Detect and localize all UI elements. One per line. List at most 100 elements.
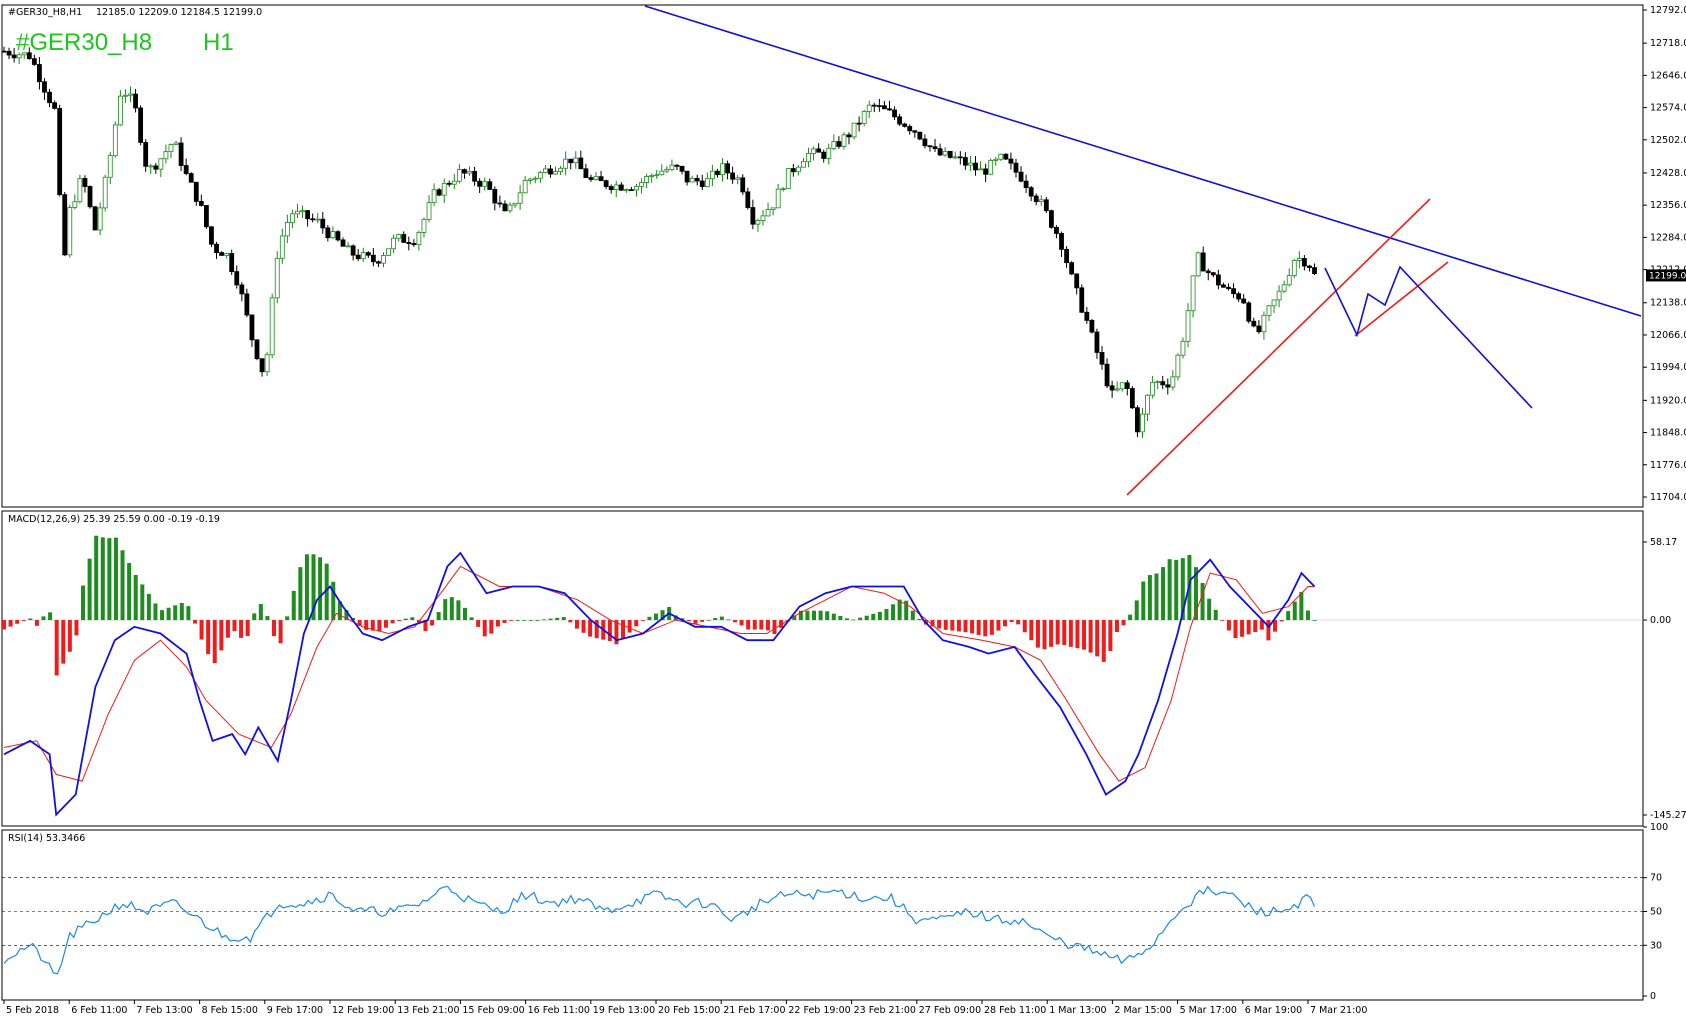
- macd-histogram-bar: [28, 618, 33, 621]
- candle: [775, 183, 781, 209]
- macd-histogram-bar: [1279, 620, 1284, 622]
- candle: [785, 168, 791, 190]
- candle: [922, 134, 928, 149]
- candle: [148, 163, 154, 174]
- macd-histogram-bar: [581, 620, 586, 633]
- x-axis-label: 2 Mar 15:00: [1114, 1005, 1171, 1016]
- candle: [866, 100, 872, 119]
- current-price-value: 12199.0: [1649, 271, 1686, 281]
- candle: [694, 174, 700, 186]
- macd-histogram-bar: [1141, 581, 1146, 621]
- macd-histogram-bar: [910, 610, 915, 621]
- candle: [330, 226, 336, 239]
- candle: [62, 192, 68, 257]
- candle: [335, 230, 341, 242]
- macd-histogram-bar: [186, 606, 191, 621]
- candle: [725, 160, 730, 180]
- candle: [57, 104, 63, 197]
- candle: [962, 152, 968, 170]
- x-axis-label: 21 Feb 17:00: [723, 1005, 785, 1016]
- macd-panel[interactable]: [1, 510, 1644, 827]
- macd-histogram-bar: [1233, 620, 1238, 638]
- price-axis-tick: 12356.0: [1650, 200, 1686, 211]
- candle: [998, 153, 1004, 161]
- price-axis-tick: 12574.0: [1650, 103, 1686, 114]
- candle: [467, 166, 472, 176]
- macd-histogram-bar: [377, 620, 382, 632]
- macd-histogram-bar: [173, 605, 178, 621]
- candle: [82, 175, 88, 193]
- macd-histogram-bar: [963, 620, 968, 633]
- candle: [1160, 375, 1166, 390]
- x-axis-label: 7 Feb 13:00: [136, 1005, 192, 1016]
- candle: [168, 143, 174, 159]
- candle: [876, 98, 882, 112]
- candle: [1064, 246, 1069, 268]
- macd-histogram-bar: [726, 619, 731, 621]
- macd-histogram-bar: [1161, 567, 1166, 621]
- candle: [1043, 196, 1049, 214]
- macd-histogram-bar: [1035, 620, 1040, 648]
- candle: [892, 106, 897, 120]
- macd-histogram-bar: [179, 602, 184, 621]
- macd-histogram-bar: [245, 620, 250, 637]
- candle: [173, 140, 179, 145]
- price-panel[interactable]: [1, 4, 1644, 508]
- rsi-panel[interactable]: [1, 829, 1644, 1001]
- candle: [583, 163, 589, 179]
- candle: [568, 158, 574, 170]
- macd-histogram-bar: [1292, 601, 1297, 621]
- macd-histogram-bar: [700, 620, 705, 622]
- candle: [254, 339, 260, 361]
- macd-histogram-bar: [1286, 611, 1291, 621]
- candle: [310, 213, 316, 223]
- macd-histogram-bar: [1029, 620, 1034, 641]
- candle: [957, 151, 963, 165]
- candle: [1190, 275, 1196, 318]
- macd-histogram-bar: [113, 537, 118, 621]
- macd-histogram-bar: [278, 620, 283, 644]
- rsi-axis-tick: 50: [1650, 907, 1662, 918]
- candle: [26, 47, 32, 60]
- macd-histogram-bar: [1147, 575, 1152, 621]
- candle: [1185, 303, 1191, 348]
- candle: [1013, 158, 1019, 178]
- candle: [1286, 268, 1292, 287]
- candle: [760, 210, 766, 226]
- candle: [517, 184, 523, 210]
- candle: [249, 314, 255, 347]
- macd-histogram-bar: [831, 613, 836, 621]
- candle: [462, 168, 467, 179]
- price-axis-tick: 11994.0: [1650, 362, 1686, 373]
- candle: [1231, 283, 1236, 299]
- x-axis-label: 15 Feb 09:00: [462, 1005, 524, 1016]
- candle: [401, 231, 407, 243]
- candle: [502, 200, 508, 212]
- macd-histogram-bar: [456, 600, 461, 621]
- macd-histogram-bar: [443, 599, 448, 621]
- macd-histogram-bar: [1022, 620, 1027, 633]
- rsi-label: RSI(14) 53.3466: [8, 833, 85, 844]
- candle: [492, 186, 498, 211]
- macd-histogram-bar: [588, 620, 593, 637]
- macd-histogram-bar: [996, 620, 1001, 631]
- macd-histogram-bar: [318, 557, 323, 621]
- candle: [553, 166, 558, 175]
- macd-histogram-bar: [127, 562, 132, 621]
- macd-histogram-bar: [772, 620, 777, 635]
- candle: [973, 156, 978, 176]
- macd-histogram-bar: [1207, 598, 1212, 621]
- x-axis-label: 5 Feb 2018: [6, 1005, 59, 1016]
- macd-histogram-bar: [489, 620, 494, 634]
- macd-histogram-bar: [884, 609, 889, 621]
- macd-histogram-bar: [805, 610, 810, 621]
- macd-histogram-bar: [304, 554, 309, 621]
- candle: [871, 102, 877, 113]
- macd-histogram-bar: [232, 620, 237, 632]
- candle: [441, 178, 447, 203]
- candle: [234, 265, 240, 289]
- macd-histogram-bar: [653, 613, 658, 621]
- candle: [644, 173, 650, 189]
- macd-histogram-bar: [765, 620, 770, 631]
